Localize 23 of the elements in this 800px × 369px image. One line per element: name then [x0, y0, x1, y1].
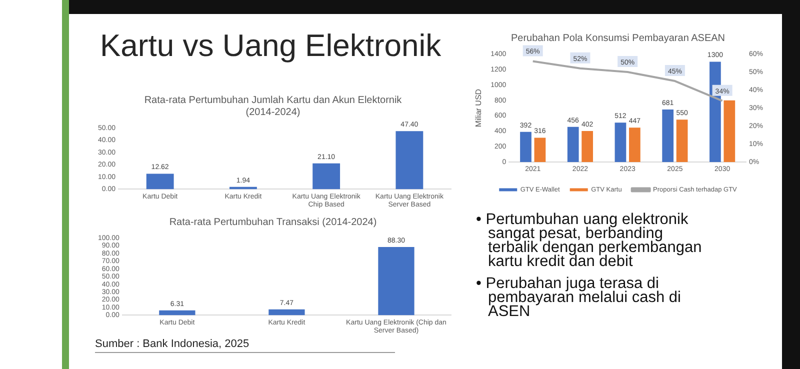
bar — [534, 138, 546, 162]
bar — [724, 100, 736, 162]
chart-title: Perubahan Pola Konsumsi Pembayaran ASEAN — [510, 32, 726, 44]
text: Sumber : Bank Indonesia, 2025 — [95, 338, 395, 353]
text: • Perubahan juga terasa di pembayaran melalui cash di ASEN — [476, 275, 682, 320]
bar — [662, 110, 674, 162]
bar — [396, 131, 424, 190]
text: Kartu vs Uang Elektronik — [100, 28, 442, 64]
bar — [159, 310, 196, 316]
text: • Pertumbuhan uang elektronik sangat pesat, berbanding terbalik dengan perkembangan kartu kredit dan debit — [476, 211, 703, 270]
bar — [629, 128, 640, 162]
bar — [614, 122, 626, 162]
bar — [567, 126, 579, 162]
bar — [312, 163, 340, 190]
bar — [268, 309, 305, 316]
chart-title: Rata-rata Pertumbuhan Jumlah Kartu dan Akun Elektornik (2014-2024) — [144, 94, 403, 118]
bar — [378, 247, 414, 316]
bar — [146, 174, 174, 190]
bar — [582, 131, 594, 162]
y-axis-title: Miliar USD — [474, 88, 484, 128]
chart-title: Rata-rata Pertumbuhan Transaksi (2014-2024) — [169, 216, 377, 228]
bar — [676, 120, 688, 162]
bar — [520, 132, 532, 162]
